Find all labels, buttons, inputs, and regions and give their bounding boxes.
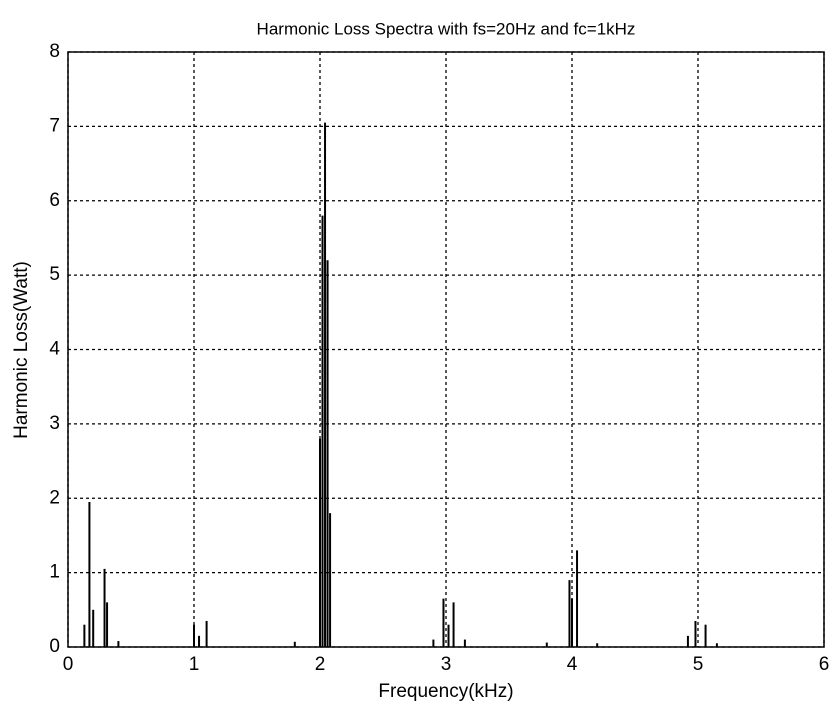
y-tick-label: 8 (49, 41, 60, 62)
y-tick-label: 6 (49, 190, 60, 211)
x-axis-label: Frequency(kHz) (378, 681, 513, 702)
chart-title: Harmonic Loss Spectra with fs=20Hz and f… (257, 19, 636, 38)
y-tick-label: 7 (49, 115, 60, 136)
y-tick-label: 0 (49, 636, 60, 657)
y-tick-label: 5 (49, 264, 60, 285)
y-tick-label: 1 (49, 562, 60, 583)
y-axis-label: Harmonic Loss(Watt) (11, 261, 32, 439)
x-tick-label: 0 (63, 654, 74, 675)
x-tick-label: 2 (315, 654, 326, 675)
x-tick-label: 5 (693, 654, 704, 675)
x-tick-label: 4 (567, 654, 578, 675)
x-tick-label: 3 (441, 654, 452, 675)
x-tick-label: 1 (189, 654, 200, 675)
x-tick-label: 6 (819, 654, 830, 675)
y-tick-label: 4 (49, 339, 60, 360)
y-tick-label: 2 (49, 487, 60, 508)
y-tick-label: 3 (49, 413, 60, 434)
